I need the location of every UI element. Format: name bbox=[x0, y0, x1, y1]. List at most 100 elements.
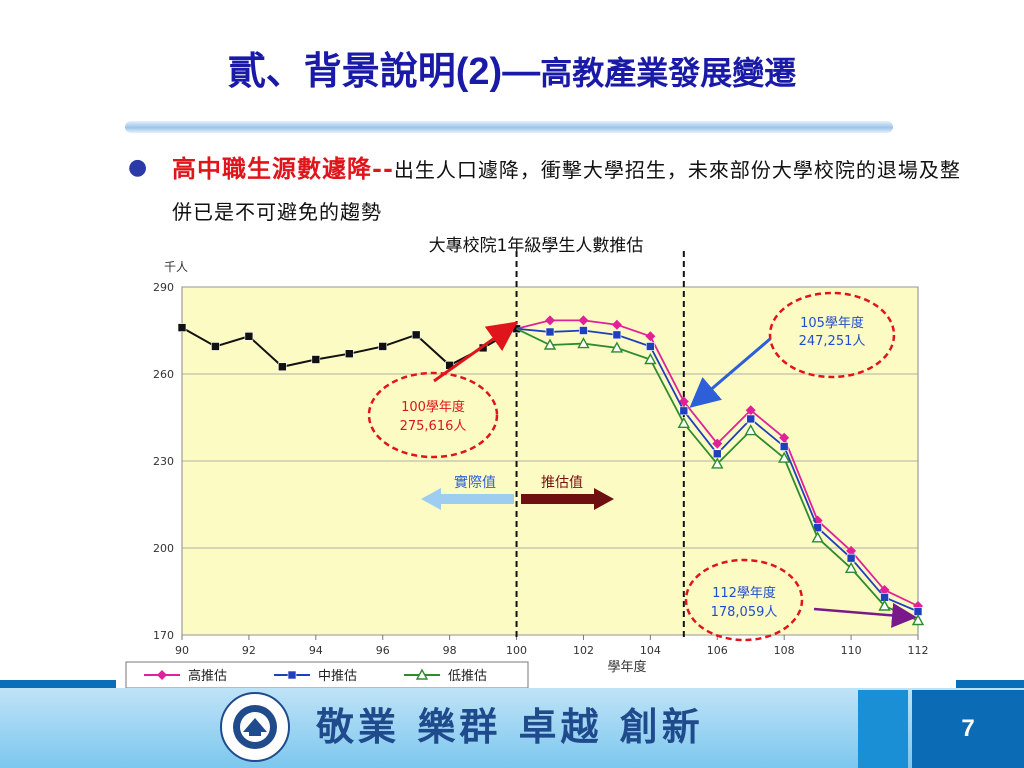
series-2-point bbox=[677, 416, 691, 428]
annotation-112-ellipse bbox=[684, 558, 804, 642]
chart-container: 大專校院1年級學生人數推估 千人 170 200 230 260 290 90 92 94 9… bbox=[116, 229, 956, 689]
series-0-point bbox=[645, 331, 656, 342]
x-tick-label: 108 bbox=[774, 644, 795, 657]
footer-square-light bbox=[858, 690, 908, 768]
series-0-point bbox=[879, 585, 890, 596]
y-tick-labels: 170 200 230 260 290 bbox=[153, 281, 174, 642]
series-2-point bbox=[711, 457, 724, 469]
divider-lines bbox=[515, 251, 685, 639]
series-2-point bbox=[610, 341, 624, 353]
footer-square-dark bbox=[912, 690, 1024, 768]
x-tick-label: 98 bbox=[443, 644, 457, 657]
x-tick-label: 92 bbox=[242, 644, 256, 657]
series-1-point bbox=[612, 330, 622, 340]
series-2-point bbox=[811, 531, 824, 543]
x-tick-label: 112 bbox=[908, 644, 929, 657]
series-2-point bbox=[577, 337, 590, 349]
slide-title-code: (2)— bbox=[455, 51, 541, 93]
annotation-105-line1: 105學年度 bbox=[800, 315, 864, 331]
y-tick-label: 290 bbox=[153, 281, 174, 294]
annotation-112-line2: 178,059人 bbox=[711, 605, 778, 620]
chart-title: 大專校院1年級學生人數推估 bbox=[429, 236, 644, 256]
series-1-point bbox=[646, 342, 655, 351]
series-layer bbox=[177, 315, 925, 626]
annotation-100-line2: 275,616人 bbox=[400, 419, 467, 434]
series-2-point bbox=[744, 424, 757, 436]
series-2-point bbox=[644, 353, 657, 365]
y-tick-label: 170 bbox=[153, 629, 174, 642]
series-1-point bbox=[712, 449, 722, 459]
actual-point bbox=[278, 362, 287, 372]
actual-label: 實際值 bbox=[454, 474, 496, 491]
x-tick-label: 102 bbox=[573, 644, 594, 657]
legend-label: 高推估 bbox=[188, 668, 227, 684]
forecast-label: 推估值 bbox=[541, 475, 583, 491]
bullet-body: 出生人口遽降，衝擊大學招生，未來部份大學校院的退場及整併已是不可避免的趨勢 bbox=[172, 158, 961, 224]
actual-point bbox=[244, 332, 254, 341]
legend-swatch-marker bbox=[415, 668, 429, 680]
x-tick-label: 96 bbox=[376, 644, 390, 657]
annotation-112-line1: 112學年度 bbox=[712, 585, 776, 601]
series-1-point bbox=[679, 406, 689, 416]
series-1-point bbox=[746, 414, 756, 424]
x-tick-label: 100 bbox=[506, 644, 527, 657]
series-0-point bbox=[712, 438, 723, 449]
legend-swatch-marker bbox=[157, 670, 167, 680]
legend-swatch-marker bbox=[287, 670, 297, 680]
x-tick-labels: 90 92 94 96 98 100 102 104 106 108 110 112 bbox=[175, 635, 929, 657]
actual-point bbox=[311, 355, 321, 364]
annotation-105-line2: 247,251人 bbox=[799, 334, 866, 349]
x-axis-label: 學年度 bbox=[607, 659, 646, 675]
grid-lines bbox=[182, 286, 918, 636]
university-logo bbox=[215, 690, 295, 764]
annotation-112-arrow bbox=[813, 602, 917, 628]
university-logo-icon bbox=[220, 692, 290, 762]
title-underline bbox=[125, 121, 893, 133]
annotation-100-arrow bbox=[433, 321, 518, 383]
footer-band bbox=[0, 688, 1024, 768]
series-0-point bbox=[678, 396, 689, 407]
series-1-point bbox=[846, 553, 856, 563]
actual-point bbox=[211, 342, 220, 351]
series-1-point bbox=[779, 442, 789, 451]
annotation-105-arrow bbox=[689, 337, 771, 408]
series-0-point bbox=[545, 315, 555, 326]
bullet-text: 高中職生源數遽降--出生人口遽降，衝擊大學招生，未來部份大學校院的退場及整併已是… bbox=[172, 148, 972, 233]
series-2-point bbox=[878, 599, 891, 611]
series-0-point bbox=[779, 432, 790, 443]
annotation-100-ellipse bbox=[367, 371, 499, 459]
series-2-point bbox=[777, 451, 791, 463]
bullet-highlight: 高中職生源數遽降-- bbox=[172, 154, 394, 183]
legend: 高推估 中推估 低推估 bbox=[125, 661, 529, 689]
series-0-point bbox=[611, 319, 622, 330]
actual-point bbox=[378, 342, 388, 351]
x-tick-label: 110 bbox=[841, 644, 862, 657]
legend-label: 低推估 bbox=[448, 669, 487, 684]
x-tick-label: 90 bbox=[175, 644, 189, 657]
footer-slogan: 敬業 樂群 卓越 創新 bbox=[316, 704, 704, 749]
slide-title-sub: 高教產業發展變遷 bbox=[540, 54, 797, 92]
footer-accent-left bbox=[0, 680, 116, 688]
forecast-arrow bbox=[521, 488, 614, 510]
series-0-point bbox=[578, 315, 589, 326]
x-tick-label: 106 bbox=[707, 644, 728, 657]
actual-point bbox=[411, 330, 421, 340]
legend-label: 中推估 bbox=[318, 669, 357, 684]
series-0-point bbox=[846, 545, 857, 556]
actual-point bbox=[344, 349, 354, 358]
slide-title: 貳、背景說明(2)—高教產業發展變遷 bbox=[0, 51, 1024, 93]
y-tick-label: 230 bbox=[153, 455, 174, 468]
footer-accent-right bbox=[956, 680, 1024, 688]
series-1-point bbox=[579, 326, 588, 335]
x-tick-label: 104 bbox=[640, 644, 661, 657]
x-tick-label: 94 bbox=[309, 644, 323, 657]
annotation-105-ellipse bbox=[768, 291, 896, 379]
y-axis-label: 千人 bbox=[164, 260, 188, 274]
page-number: 7 bbox=[961, 715, 975, 742]
slide-title-main: 貳、背景說明 bbox=[227, 48, 456, 93]
annotation-100: 100學年度 275,616人 bbox=[367, 321, 518, 459]
annotation-112: 112學年度 178,059人 bbox=[684, 558, 917, 642]
series-2-point bbox=[543, 338, 557, 350]
legend-items: 高推估 中推估 低推估 bbox=[144, 668, 487, 684]
